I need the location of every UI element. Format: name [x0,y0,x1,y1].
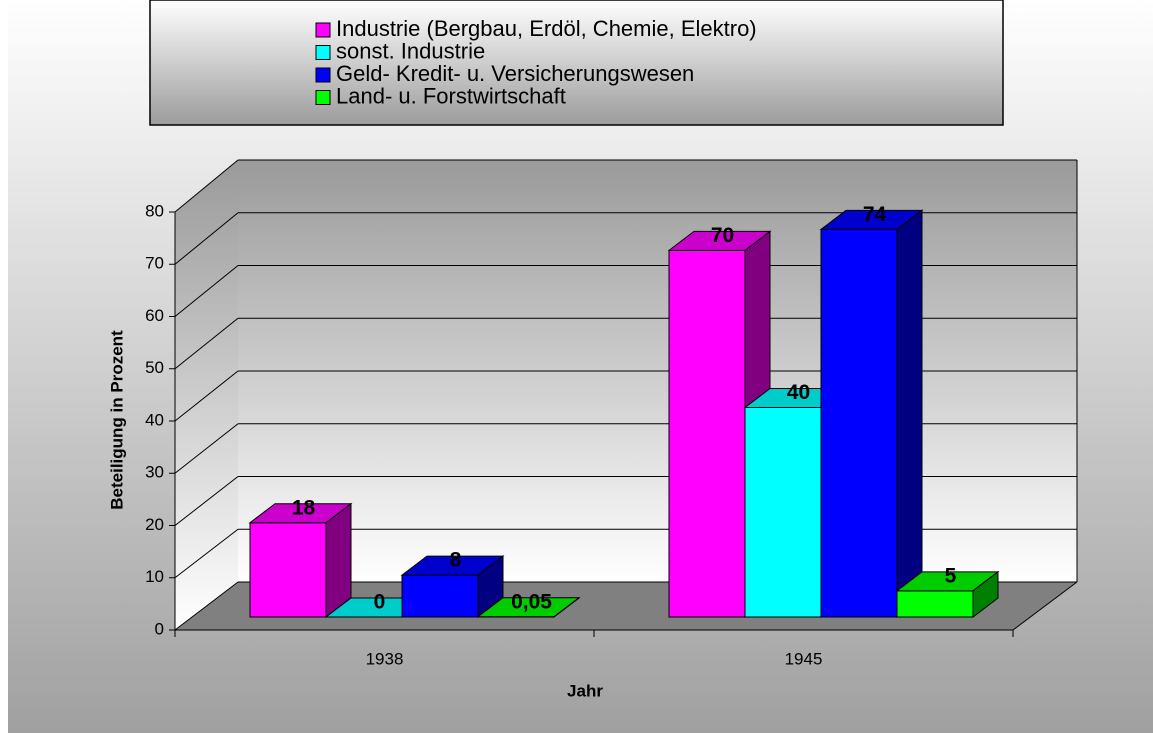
y-tick-label: 70 [145,254,164,273]
value-label: 40 [787,381,810,404]
grid-line [174,528,239,579]
grid-line [174,265,239,317]
bar-front [820,228,898,618]
value-label: 8 [450,549,462,572]
legend-label: Land- u. Forstwirtschaft [336,83,566,108]
y-tick-label: 20 [145,515,164,534]
legend-label: Industrie (Bergbau, Erdöl, Chemie, Elekt… [336,16,757,41]
grid-line [174,581,239,631]
legend-swatch [315,22,331,38]
y-tick-label: 80 [145,201,164,220]
bar-side [553,596,580,619]
grid-line [174,423,239,474]
grid-line [174,370,239,422]
y-tick-label: 30 [145,463,164,482]
x-tick-label: 1938 [366,649,404,668]
y-tick-label: 60 [145,306,164,325]
grid-line [174,212,239,265]
bar-front [896,590,974,618]
value-label: 0,05 [511,590,552,613]
y-tick-label: 40 [145,410,164,429]
grid-line [174,476,239,526]
y-tick-label: 0 [155,619,164,638]
bar-side [972,570,999,619]
bar-front [744,407,822,618]
value-label: 74 [863,203,887,226]
legend-label: Geld- Kredit- u. Versicherungswesen [336,61,694,86]
x-axis-title: Jahr [567,681,603,700]
bar-side [896,209,923,619]
value-label: 0 [374,591,386,614]
value-label: 18 [292,496,316,519]
legend [149,0,1004,126]
y-axis-title: Beteiligung in Prozent [107,330,126,510]
bar-side [325,502,352,619]
legend-swatch [315,90,331,105]
value-label: 5 [945,564,957,587]
y-tick-label: 50 [145,358,164,377]
bar-front [401,574,479,618]
legend-swatch [315,67,331,83]
floor-edge [1012,581,1078,631]
legend-swatch [315,45,331,60]
y-tick-label: 10 [145,567,164,586]
bar-front [668,249,746,618]
value-label: 70 [711,224,734,247]
side-wall [175,160,238,630]
grid-line [174,317,239,370]
x-tick-label: 1945 [785,649,823,668]
grid-line [174,159,239,213]
legend-label: sonst. Industrie [336,38,485,63]
bar-front [249,522,327,618]
